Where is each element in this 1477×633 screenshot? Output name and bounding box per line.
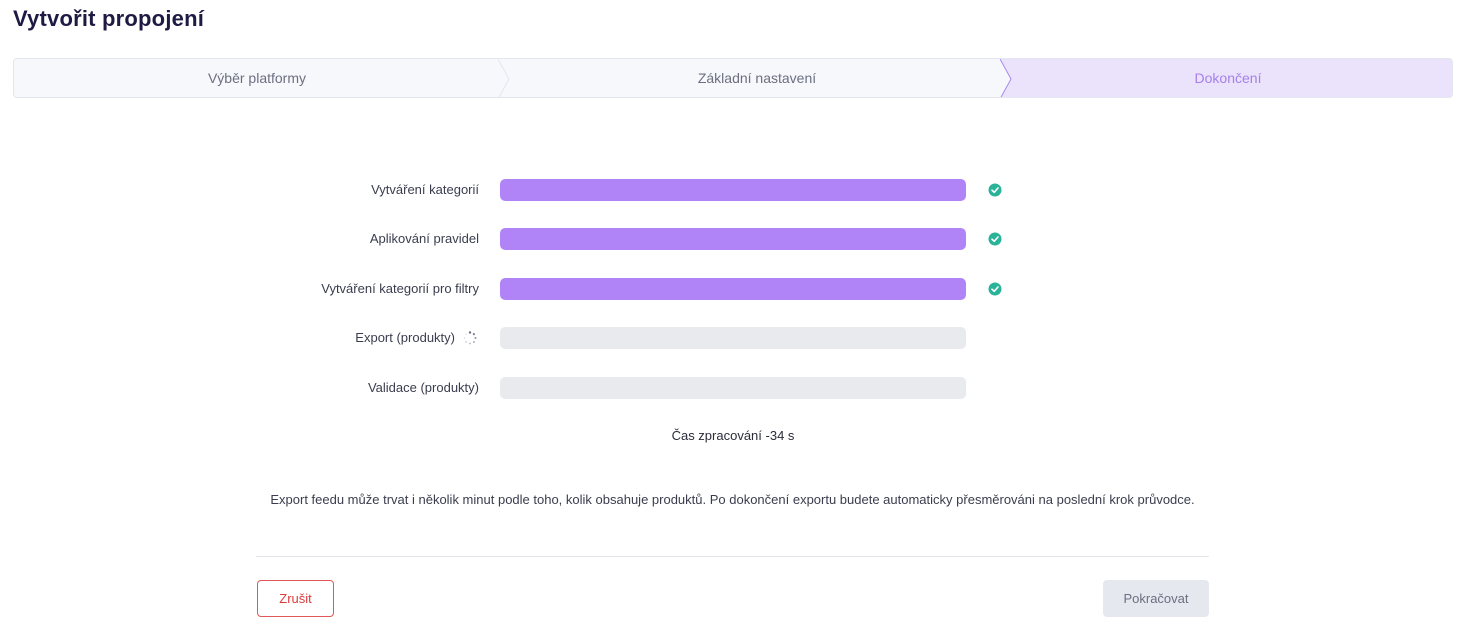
progress-bar (500, 327, 966, 349)
step-separator-icon (1000, 59, 1012, 97)
wizard-stepper: Výběr platformy Základní nastavení Dokon… (13, 58, 1453, 98)
progress-bar-fill (500, 278, 966, 300)
export-info-text: Export feedu může trvat i několik minut … (270, 492, 1195, 507)
progress-bar (500, 228, 966, 250)
progress-bar (500, 179, 966, 201)
task-label: Export (produkty) (355, 330, 455, 345)
task-row-create-categories: Vytváření kategorií (0, 179, 1477, 201)
task-row-validate-products: Validace (produkty) (0, 377, 1477, 399)
step-basic-settings[interactable]: Základní nastavení (697, 70, 817, 86)
task-label: Vytváření kategorií (371, 182, 479, 197)
task-row-filter-categories: Vytváření kategorií pro filtry (0, 278, 1477, 300)
task-label: Validace (produkty) (367, 380, 479, 395)
processing-time: Čas zpracování -34 s (671, 428, 795, 443)
cancel-button[interactable]: Zrušit (257, 580, 334, 617)
step-completion[interactable]: Dokončení (1194, 70, 1262, 86)
check-circle-icon (988, 282, 1002, 296)
page-title: Vytvořit propojení (13, 6, 205, 31)
task-row-apply-rules: Aplikování pravidel (0, 228, 1477, 250)
step-platform-selection[interactable]: Výběr platformy (207, 70, 307, 86)
step-separator-icon (498, 59, 510, 97)
footer-divider (256, 556, 1209, 557)
task-label: Aplikování pravidel (369, 231, 479, 246)
progress-bar-fill (500, 228, 966, 250)
active-step-background (1000, 59, 1452, 97)
task-label: Vytváření kategorií pro filtry (321, 281, 479, 296)
task-row-export-products: Export (produkty) (0, 327, 1477, 349)
continue-button[interactable]: Pokračovat (1103, 580, 1209, 617)
progress-bar (500, 278, 966, 300)
progress-bar-fill (500, 179, 966, 201)
check-circle-icon (988, 183, 1002, 197)
spinner-icon (463, 331, 477, 345)
check-circle-icon (988, 232, 1002, 246)
progress-bar (500, 377, 966, 399)
